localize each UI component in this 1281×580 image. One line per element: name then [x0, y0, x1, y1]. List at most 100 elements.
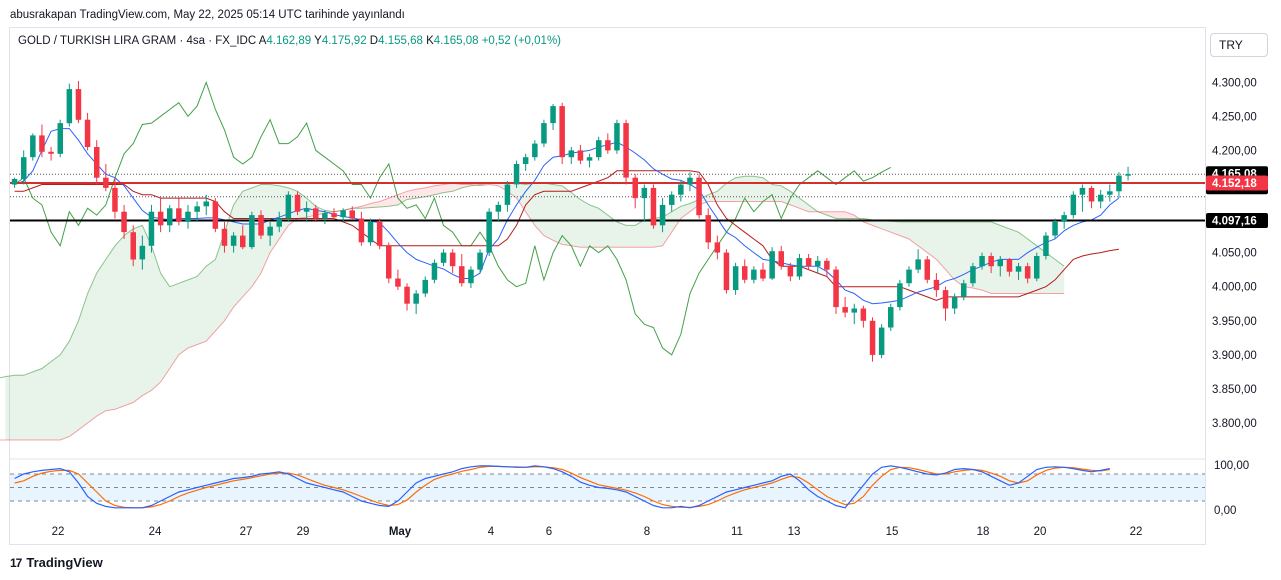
y-tick-label: 3.800,00	[1212, 418, 1257, 430]
candle-body	[1079, 187, 1086, 195]
candle-body	[1015, 266, 1022, 272]
candle-body	[322, 213, 328, 219]
candle-body	[714, 242, 721, 253]
cloud-segment	[1027, 238, 1037, 294]
candle-body	[459, 266, 465, 284]
footer-brand[interactable]: 17 TradingView	[10, 555, 103, 570]
x-tick-label: 11	[731, 526, 743, 538]
candle-body	[513, 164, 520, 185]
candle-body	[659, 204, 666, 226]
symbol-label[interactable]: GOLD / TURKISH LIRA GRAM · 4sa · FX_IDC	[18, 35, 257, 47]
candle-body	[933, 279, 940, 291]
cloud-segment	[32, 368, 42, 440]
change-value: +0,52 (+0,01%)	[481, 35, 561, 47]
candle-body	[951, 296, 958, 309]
price-label-text: 4.152,18	[1212, 178, 1257, 190]
cloud-segment	[434, 184, 444, 195]
stoch-tick-label: 100,00	[1214, 460, 1249, 472]
cloud-segment	[835, 211, 846, 219]
candle-body	[833, 269, 839, 308]
cloud-segment	[251, 184, 261, 287]
cloud-segment	[671, 206, 681, 233]
candle-body	[313, 208, 319, 219]
cloud-segment	[717, 183, 727, 202]
cloud-segment	[443, 183, 453, 193]
candle-body	[669, 194, 675, 205]
candle-body	[386, 245, 392, 279]
close-label: K	[426, 35, 434, 47]
cloud-segment	[890, 221, 900, 236]
candle-body	[267, 226, 273, 236]
candle-body	[404, 286, 410, 304]
cloud-segment	[41, 361, 52, 440]
cloud-segment	[607, 215, 617, 248]
candle-body	[522, 157, 529, 164]
candle-body	[486, 211, 492, 253]
cloud-segment	[954, 221, 964, 287]
cloud-segment	[160, 273, 170, 383]
x-tick-label: May	[389, 526, 412, 538]
x-tick-label: 13	[788, 526, 801, 538]
candle-body	[285, 194, 292, 219]
candle-body	[504, 184, 511, 205]
candle-body	[422, 279, 428, 294]
candle-body	[924, 259, 930, 280]
x-tick-label: 20	[1034, 526, 1047, 538]
cloud-segment	[899, 221, 910, 239]
candle-body	[842, 307, 848, 313]
candle-body	[358, 218, 365, 243]
candle-body	[249, 215, 255, 248]
candle-body	[468, 269, 474, 284]
cloud-segment	[452, 183, 462, 192]
candle-body	[185, 211, 191, 222]
candle-body	[742, 266, 748, 280]
candle-body	[376, 221, 383, 246]
candle-body	[194, 206, 200, 212]
price-label-box	[1206, 212, 1268, 228]
candle-body	[961, 283, 967, 297]
candle-body	[760, 269, 766, 279]
candle-body	[568, 150, 575, 158]
candle-body	[1125, 174, 1131, 176]
candle-body	[57, 123, 63, 154]
candle-body	[395, 278, 401, 287]
candle-body	[805, 258, 812, 267]
candle-body	[367, 221, 374, 243]
y-tick-label: 4.300,00	[1212, 77, 1257, 89]
brand-name: TradingView	[26, 555, 103, 570]
candle-body	[349, 210, 355, 219]
candle-body	[888, 307, 894, 328]
candle-body	[112, 187, 118, 212]
cloud-segment	[826, 211, 836, 219]
cloud-segment	[105, 245, 115, 411]
publish-info: abusrakapan TradingView.com, May 22, 202…	[10, 9, 405, 21]
candle-body	[632, 177, 638, 199]
cloud-segment	[735, 176, 745, 202]
candle-body	[815, 260, 821, 267]
span-b-line	[0, 182, 1065, 441]
cloud-segment	[872, 219, 882, 229]
candle-body	[130, 232, 136, 260]
cloud-segment	[781, 185, 791, 205]
candle-body	[586, 157, 593, 161]
cloud-segment	[635, 219, 645, 248]
x-tick-label: 4	[488, 526, 495, 538]
candle-body	[687, 177, 693, 185]
cloud-segment	[799, 198, 809, 212]
candle-body	[705, 215, 711, 243]
y-tick-label: 4.000,00	[1212, 282, 1257, 294]
currency-button[interactable]: TRY	[1210, 33, 1268, 57]
open-value: 4.162,89	[266, 35, 312, 47]
stoch-k-line	[14, 465, 1110, 509]
candle-body	[1061, 215, 1067, 222]
cloud-segment	[14, 375, 24, 440]
low-label: D	[369, 35, 379, 47]
candle-body	[860, 308, 867, 321]
candle-body	[559, 106, 565, 158]
high-label: Y	[314, 35, 322, 47]
candle-body	[778, 251, 784, 267]
cloud-segment	[936, 221, 946, 270]
cloud-segment	[51, 354, 61, 440]
cloud-segment	[397, 191, 408, 205]
